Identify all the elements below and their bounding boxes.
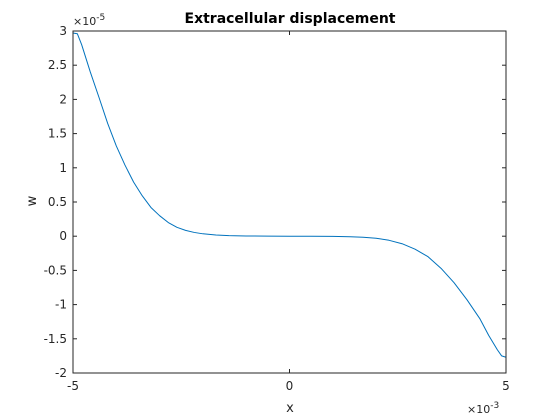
y-tick-label: -2 — [55, 366, 67, 380]
y-tick-label: 1 — [59, 161, 67, 175]
y-tick-label: -0.5 — [44, 263, 67, 277]
y-tick-label: -1 — [55, 298, 67, 312]
y-exponent-power: -5 — [96, 13, 105, 23]
y-axis-label: w — [25, 195, 40, 206]
y-tick-label: 2.5 — [48, 58, 67, 72]
y-tick-label: 0 — [59, 229, 67, 243]
plot-area — [73, 31, 506, 373]
y-tick-label: -1.5 — [44, 332, 67, 346]
y-tick-label: 0.5 — [48, 195, 67, 209]
x-exponent-base: ×10 — [467, 403, 490, 416]
y-tick-label: 2 — [59, 92, 67, 106]
y-exponent-base: ×10 — [73, 15, 96, 28]
y-tick-label: 3 — [59, 24, 67, 38]
chart-title: Extracellular displacement — [185, 11, 396, 27]
x-axis-label: x — [286, 401, 294, 416]
x-exponent-power: -3 — [490, 401, 499, 411]
x-tick-label: 0 — [286, 379, 294, 393]
y-tick-label: 1.5 — [48, 127, 67, 141]
x-tick-label: -5 — [67, 379, 79, 393]
x-tick-label: 5 — [502, 379, 510, 393]
